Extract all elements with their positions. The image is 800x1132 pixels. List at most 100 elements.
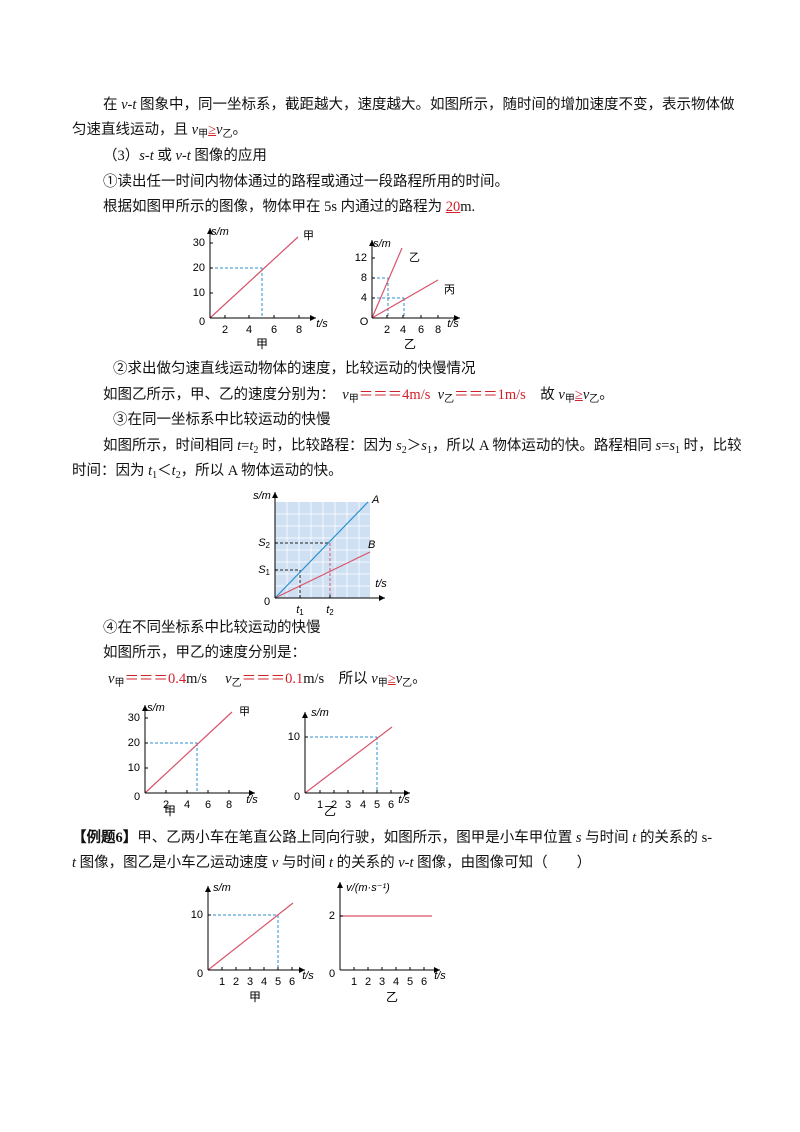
y-tick-label: 12: [355, 252, 367, 264]
text-run: 20: [445, 199, 461, 215]
text-run: ，所以 A 物体运动的快。路程相同: [431, 438, 656, 454]
origin-label: 0: [329, 968, 335, 980]
y-tick-label: 20: [193, 262, 205, 274]
text-run: v-t: [121, 97, 137, 113]
text-run: 乙: [402, 678, 413, 689]
origin-label: 0: [197, 968, 203, 980]
text-run: t: [171, 463, 176, 479]
text-run: （3）: [103, 148, 140, 164]
line: [371, 247, 403, 319]
text-run: 乙: [231, 678, 242, 689]
origin-label: 0: [294, 791, 300, 803]
x-tick-label-main: t: [296, 604, 300, 616]
x-tick-label: 6: [418, 324, 424, 336]
x-tick-label: 1: [351, 976, 357, 988]
text-run: t: [237, 438, 242, 454]
text-run: 如图所示，时间相同: [103, 438, 238, 454]
origin-label: 0: [134, 791, 140, 803]
text-run: 与时间: [278, 855, 329, 871]
x-tick-label: 2: [163, 799, 169, 811]
text-run: s-t: [139, 148, 154, 164]
text-run: 甲: [564, 394, 575, 405]
text-run: 的关系的: [333, 855, 399, 871]
y-tick-label-sub: 1: [266, 568, 271, 577]
text-run: t: [148, 463, 153, 479]
text-run: ≥: [387, 671, 396, 687]
y-tick-label: 8: [361, 272, 367, 284]
y-axis-label: s/m: [311, 707, 329, 719]
y-tick-label-main: S: [258, 564, 266, 576]
arrow: [310, 315, 316, 321]
x-axis-label: t/s: [447, 318, 459, 330]
line-label: 甲: [303, 230, 314, 242]
x-tick-label: 2: [331, 799, 337, 811]
text-run: 0.1: [285, 671, 304, 687]
text-run: t: [328, 855, 333, 871]
arrow: [434, 967, 440, 973]
line-label: 乙: [409, 251, 420, 264]
text-run: ②求出做匀速直线运动物体的速度，比较运动的快慢情况: [113, 361, 476, 377]
text-run: ＞: [406, 438, 422, 454]
text-run: 如图所示，甲乙的速度分别是：: [103, 645, 306, 661]
arrow: [205, 886, 211, 892]
x-tick-label: 4: [246, 324, 252, 336]
figure-caption: 乙: [404, 337, 416, 351]
arrow: [337, 882, 343, 888]
x-tick-label: 2: [365, 976, 371, 988]
paragraph: 时间：因为 t1＜t2，所以 A 物体运动的快。: [72, 461, 343, 486]
text-run: 2: [253, 445, 259, 456]
text-run: s-: [701, 830, 713, 846]
text-run: ＝＝＝1m/s: [454, 387, 526, 403]
text-run: 乙: [589, 394, 600, 405]
figure-caption: 甲: [164, 804, 176, 818]
y-tick-label: 20: [128, 737, 140, 749]
paragraph: 如图所示，时间相同 t=t2 时，比较路程：因为 s2＞s1，所以 A 物体运动…: [103, 436, 742, 461]
y-tick-label: 2: [329, 910, 335, 922]
text-run: 甲、乙两小车在笔直公路上同向行驶，如图所示，图甲是小车甲位置: [137, 830, 576, 846]
y-axis-label: s/m: [213, 882, 231, 894]
x-tick-label: 5: [407, 976, 413, 988]
x-tick-label: 2: [233, 976, 239, 988]
text-run: t: [72, 855, 77, 871]
x-tick-label: 4: [400, 324, 406, 336]
y-tick-label-sub: 2: [266, 541, 271, 550]
line: [209, 236, 299, 319]
x-tick-label: 4: [393, 976, 399, 988]
arrow: [142, 705, 148, 711]
x-tick-label: 2: [384, 324, 390, 336]
text-run: v: [191, 122, 199, 138]
x-tick-label-sub: 1: [299, 608, 304, 617]
x-axis-label: t/s: [246, 794, 258, 806]
paragraph: ②求出做匀速直线运动物体的速度，比较运动的快慢情况: [113, 359, 476, 379]
line-label: B: [368, 539, 375, 551]
line: [144, 711, 233, 794]
paragraph: ①读出任一时间内物体通过的路程或通过一段路程所用的时间。: [103, 172, 509, 192]
arrow: [302, 712, 308, 718]
text-run: v: [558, 387, 565, 403]
line: [371, 279, 439, 319]
text-run: v: [395, 671, 403, 687]
y-tick-label: 4: [361, 292, 367, 304]
text-run: 图像，由图像可知（ ）: [413, 855, 592, 871]
text-run: s: [421, 438, 427, 454]
text-run: 的关系的: [636, 830, 702, 846]
x-tick-label: 3: [379, 976, 385, 988]
text-run: 2: [175, 470, 181, 481]
arrow: [207, 228, 213, 234]
x-tick-label: 1: [219, 976, 225, 988]
text-run: 【例题6】: [72, 830, 138, 846]
text-run: 故: [525, 387, 559, 403]
text-run: ④在不同坐标系中比较运动的快慢: [103, 620, 321, 636]
x-tick-label: 4: [261, 976, 267, 988]
text-run: 乙: [444, 394, 455, 405]
paragraph: v甲＝＝＝0.4m/s v乙＝＝＝0.1m/s 所以 v甲≥v乙。: [108, 669, 427, 694]
line-label: 丙: [444, 284, 455, 296]
y-tick-label: S2: [258, 537, 270, 550]
text-run: v: [371, 671, 378, 687]
figure-caption: 甲: [249, 990, 261, 1004]
text-run: ＝＝＝: [241, 671, 286, 687]
arrow: [369, 240, 375, 246]
text-run: v: [108, 671, 115, 687]
text-run: 图像的应用: [190, 148, 267, 164]
text-run: v: [216, 122, 223, 138]
